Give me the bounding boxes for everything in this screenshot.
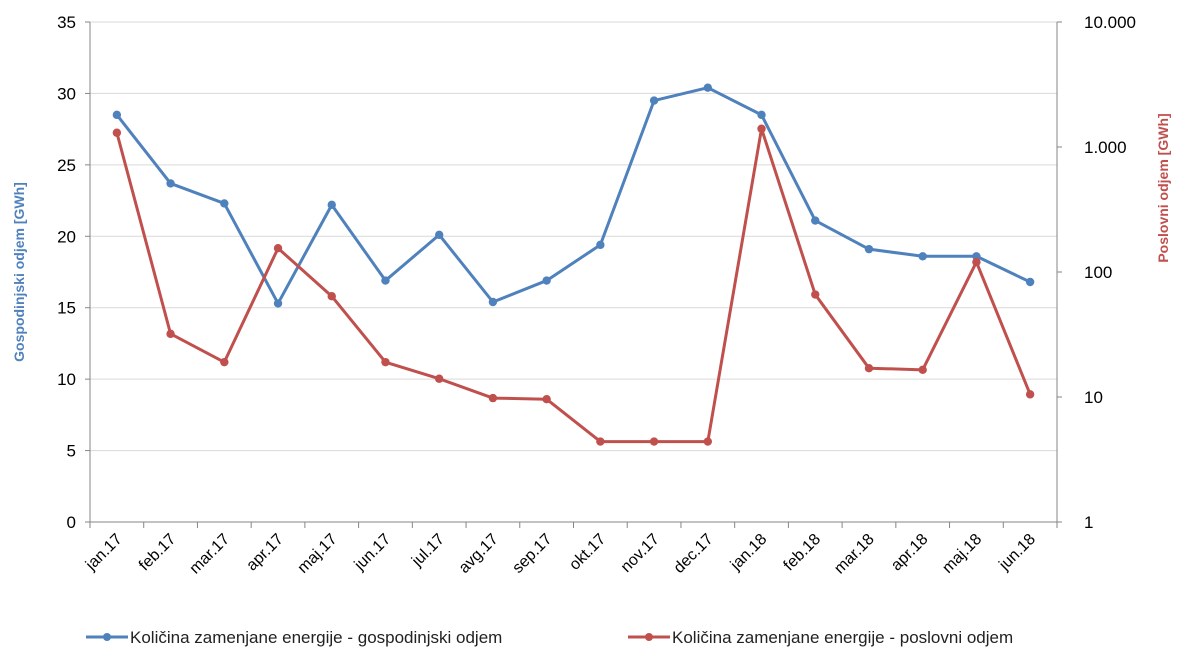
data-point-poslovni (434, 374, 444, 383)
x-tick-label: maj.17 (295, 531, 341, 577)
y-left-tick-label: 25 (57, 156, 76, 175)
data-point-gospodinjski (166, 179, 175, 188)
x-tick-label: okt.17 (566, 531, 609, 574)
data-point-poslovni (112, 128, 122, 137)
data-point-gospodinjski (703, 83, 713, 92)
x-tick-label: feb.18 (781, 531, 825, 575)
legend-label-gospodinjski: Količina zamenjane energije - gospodinjs… (130, 628, 502, 647)
data-point-gospodinjski (972, 252, 981, 261)
x-tick-label: feb.17 (136, 531, 180, 575)
data-point-poslovni (649, 437, 659, 446)
y-left-tick-label: 35 (57, 13, 76, 32)
y-axis-left-title: Gospodinjski odjem [GWh] (11, 182, 27, 362)
legend: Količina zamenjane energije - gospodinjs… (86, 628, 1013, 647)
y-right-tick-label: 1.000 (1084, 138, 1127, 157)
x-tick-label: nov.17 (618, 531, 663, 576)
data-point-gospodinjski (112, 110, 122, 120)
data-point-gospodinjski (542, 276, 551, 285)
legend-marker-poslovni (645, 633, 653, 641)
series-line-gospodinjski (115, 86, 1031, 305)
data-point-poslovni (327, 292, 336, 301)
data-point-gospodinjski (757, 110, 766, 120)
data-point-poslovni (166, 329, 175, 339)
legend-label-poslovni: Količina zamenjane energije - poslovni o… (672, 628, 1013, 647)
data-point-poslovni (757, 124, 766, 133)
data-point-gospodinjski (434, 230, 444, 240)
y-axis-right-title: Poslovni odjem [GWh] (1155, 113, 1171, 262)
data-point-poslovni (972, 257, 981, 267)
data-point-gospodinjski (649, 96, 659, 105)
x-tick-label: apr.18 (888, 531, 932, 575)
y-right-tick-label: 100 (1084, 263, 1112, 282)
y-left-tick-label: 15 (57, 299, 76, 318)
y-right-tick-label: 10 (1084, 388, 1103, 407)
x-tick-label: jan.17 (82, 531, 126, 575)
data-point-poslovni (811, 290, 820, 299)
data-point-gospodinjski (596, 240, 605, 250)
data-point-poslovni (1025, 390, 1035, 399)
x-tick-label: jun.18 (995, 531, 1039, 575)
y-left-tick-label: 10 (57, 370, 76, 389)
data-point-poslovni (381, 357, 390, 367)
legend-marker-gospodinjski (103, 633, 111, 641)
x-tick-label: dec.17 (671, 531, 717, 577)
data-point-poslovni (542, 395, 551, 404)
data-point-gospodinjski (220, 199, 229, 208)
data-point-gospodinjski (327, 200, 336, 210)
x-tick-label: jan.18 (727, 531, 771, 575)
data-point-gospodinjski (273, 299, 283, 308)
y-axis-left-ticks: 0 5 10 15 20 25 30 35 (57, 13, 90, 532)
x-tick-label: apr.17 (243, 531, 287, 575)
data-point-poslovni (220, 357, 229, 367)
data-point-poslovni (918, 365, 927, 375)
data-point-gospodinjski (488, 297, 498, 307)
axes (89, 22, 1058, 523)
series-line-poslovni (115, 127, 1032, 444)
y-axis-right-ticks: 1 10 100 1.000 10.000 (1057, 13, 1136, 532)
y-left-tick-label: 20 (57, 227, 76, 246)
data-point-gospodinjski (864, 244, 874, 254)
series-group (112, 83, 1035, 446)
data-point-poslovni (488, 393, 498, 403)
data-point-poslovni (864, 363, 874, 373)
data-point-gospodinjski (918, 252, 927, 261)
data-point-poslovni (273, 244, 283, 253)
data-point-gospodinjski (381, 276, 390, 285)
x-tick-label: jun.17 (351, 531, 395, 575)
y-left-tick-label: 0 (67, 513, 76, 532)
data-point-gospodinjski (1025, 277, 1035, 287)
x-tick-label: maj.18 (939, 531, 985, 577)
x-tick-label: avg.17 (456, 531, 502, 577)
data-point-gospodinjski (811, 216, 820, 225)
x-tick-label: sep.17 (509, 531, 555, 577)
y-right-tick-label: 10.000 (1084, 13, 1136, 32)
x-tick-label: mar.17 (187, 531, 234, 578)
y-left-tick-label: 5 (67, 442, 76, 461)
x-tick-label: mar.18 (831, 531, 878, 578)
legend-item-gospodinjski: Količina zamenjane energije - gospodinjs… (86, 628, 502, 647)
grid-lines (90, 21, 1057, 452)
x-axis-ticks: jan.17 feb.17 mar.17 apr.17 maj.17 jun.17 jul.… (82, 522, 1058, 578)
legend-item-poslovni: Količina zamenjane energije - poslovni o… (628, 628, 1013, 647)
y-right-tick-label: 1 (1084, 513, 1093, 532)
data-point-poslovni (596, 437, 605, 446)
data-point-poslovni (703, 437, 713, 446)
x-tick-label: jul.17 (408, 531, 448, 571)
y-left-tick-label: 30 (57, 84, 76, 103)
